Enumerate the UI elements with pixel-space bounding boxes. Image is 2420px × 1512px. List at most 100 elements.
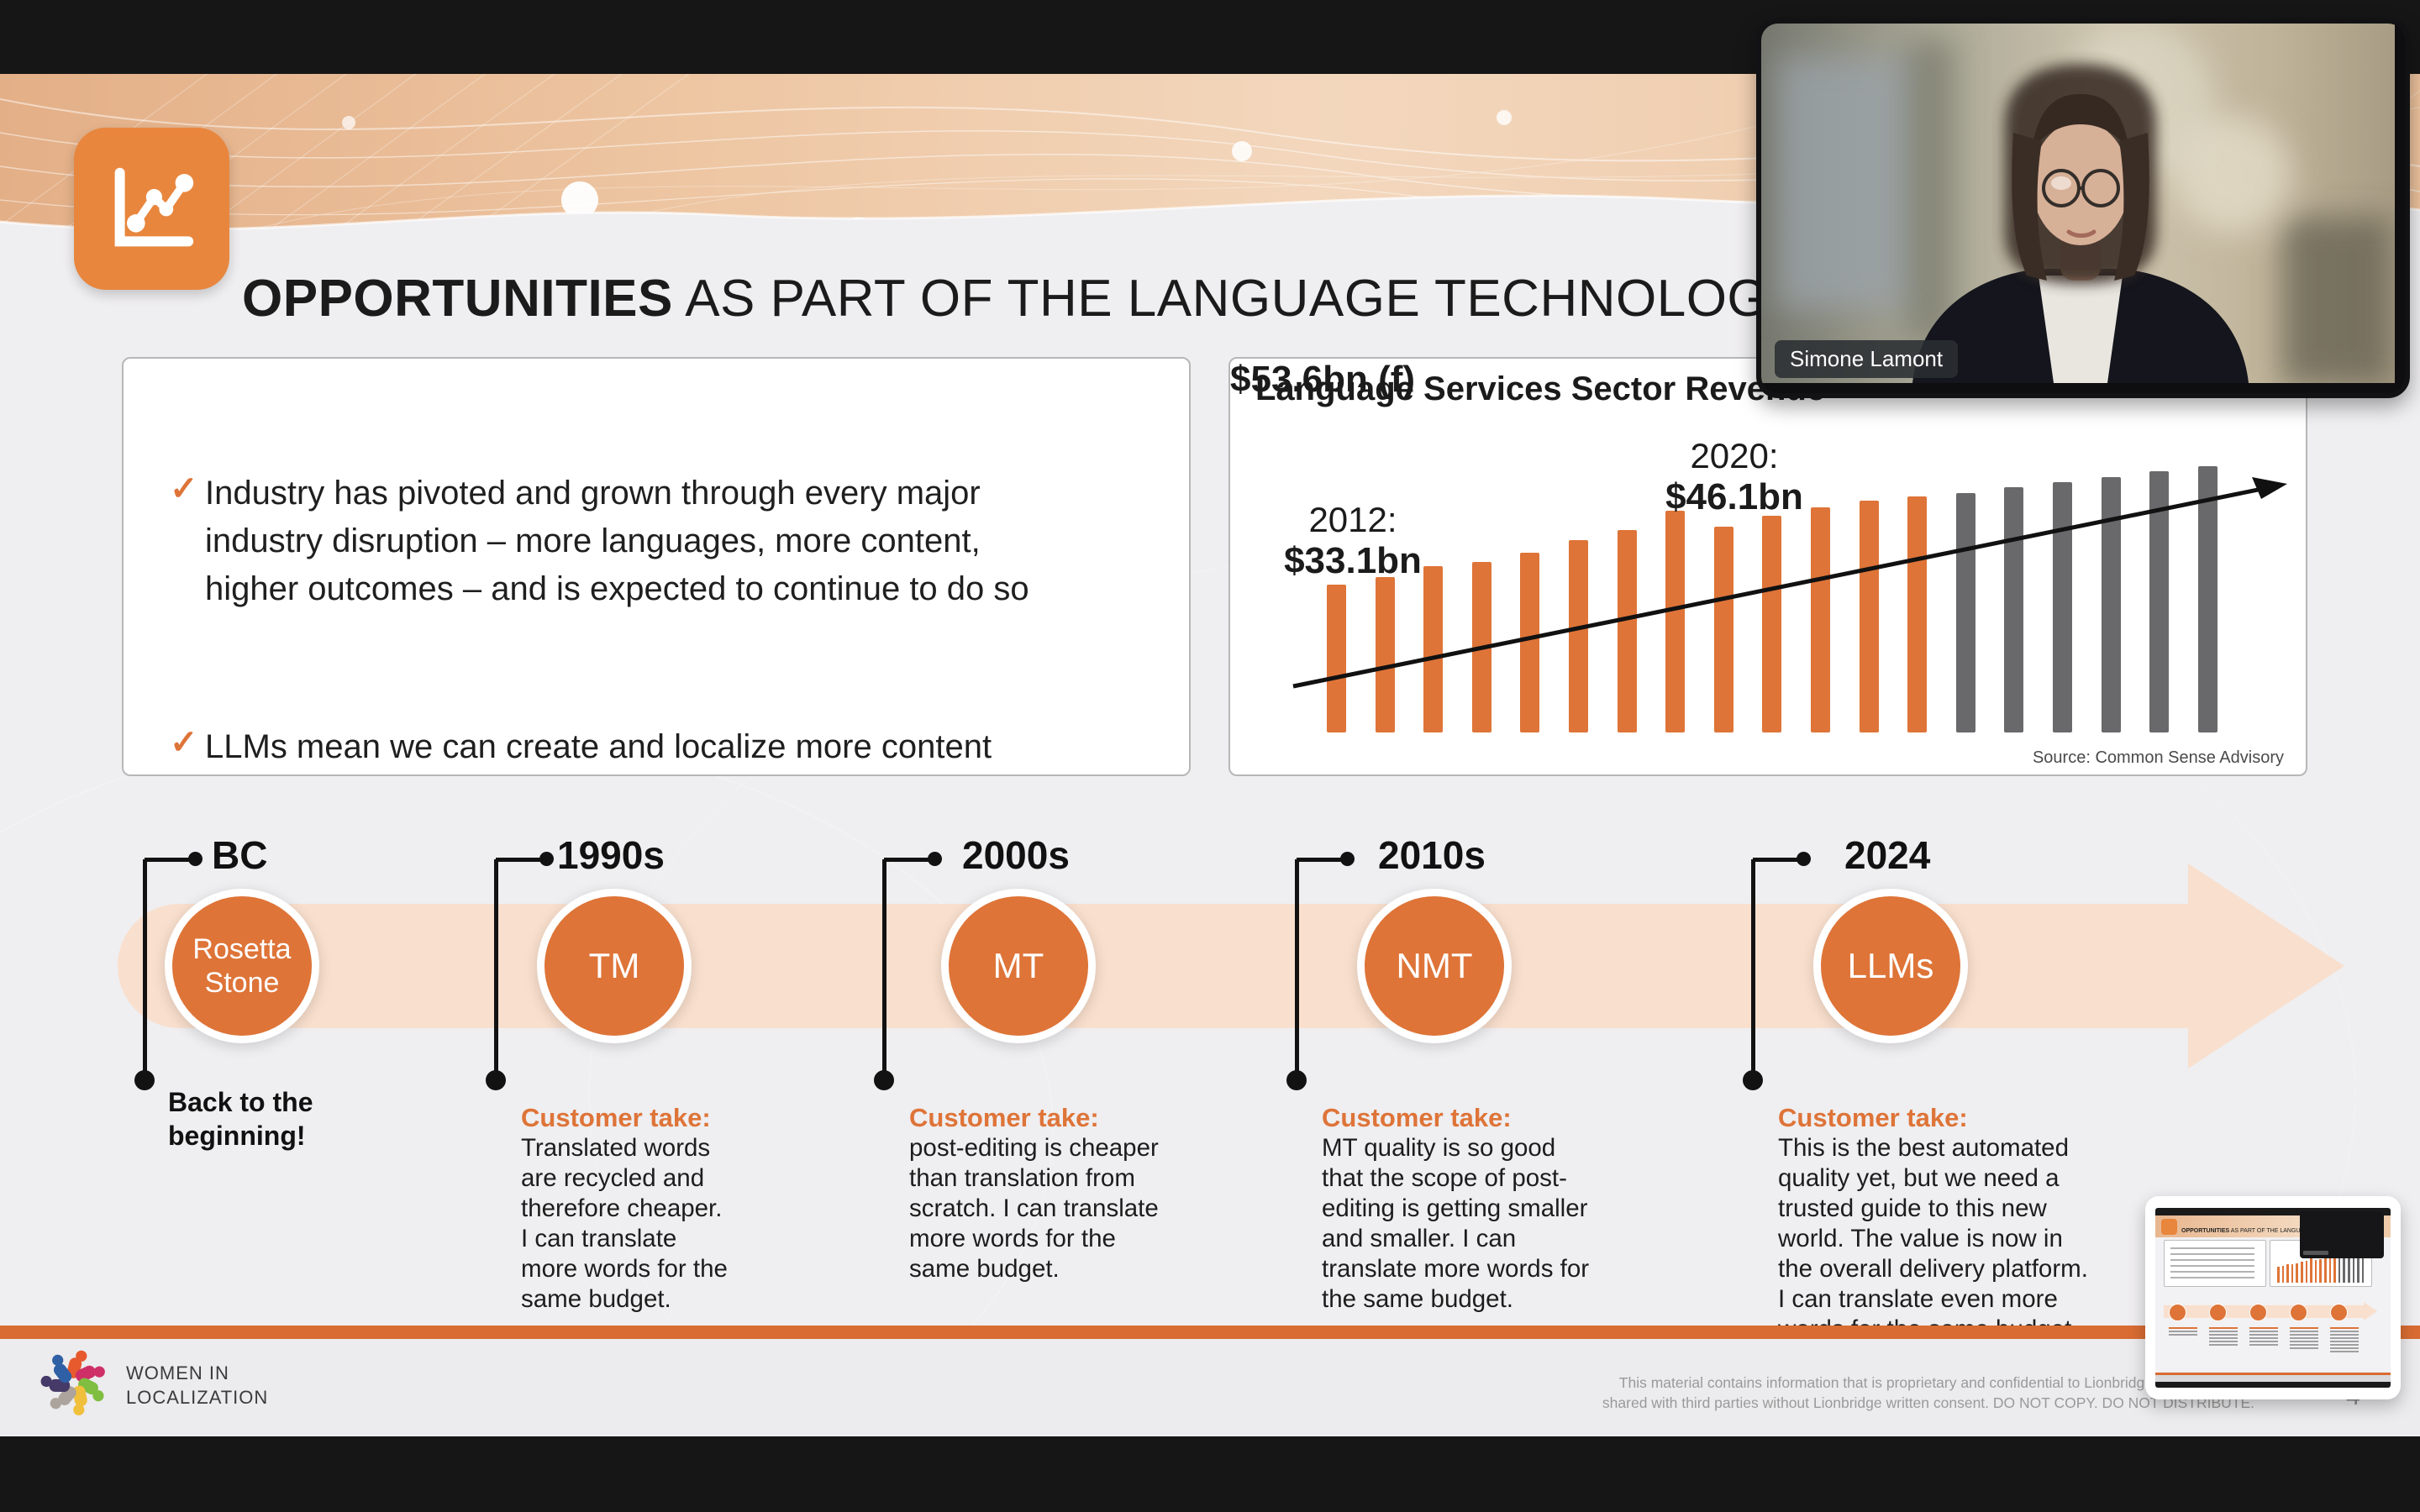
timeline-year-label: 1990s	[557, 833, 665, 877]
bar-actual	[2296, 1263, 2298, 1283]
thumbnail-era-circle	[2209, 1304, 2227, 1321]
bar-actual	[2286, 1264, 2289, 1283]
participant-name-label: Simone Lamont	[1775, 340, 1959, 378]
page-title-rest: AS PART OF THE LANGUAGE TECHNOLOGY	[672, 270, 1804, 328]
bar-forecast	[2197, 465, 2217, 732]
page-title-emphasis: OPPORTUNITIES	[242, 270, 673, 328]
bar-actual	[1423, 566, 1444, 732]
timeline-dot-large	[486, 1070, 506, 1090]
timeline-dot-large	[874, 1070, 894, 1090]
thumbnail-title: OPPORTUNITIES AS PART OF THE LANGUAGE TE…	[2181, 1228, 2341, 1234]
timeline-dot-small	[539, 852, 554, 866]
timeline-bracket-line	[143, 859, 147, 1079]
bar-actual	[2301, 1261, 2303, 1283]
timeline-description: Customer take: This is the best automated…	[1778, 1103, 2088, 1343]
timeline-dot-small	[1797, 852, 1811, 866]
bar-actual	[1762, 515, 1782, 732]
annotation-2012: 2012: $33.1bn	[1269, 500, 1437, 582]
bar-forecast	[2343, 1256, 2345, 1283]
bar-forecast	[2101, 476, 2121, 732]
timeline-description: Back to the beginning!	[168, 1087, 313, 1151]
bar-forecast	[2348, 1255, 2350, 1283]
bar-actual	[2319, 1258, 2322, 1283]
timeline-bracket-line	[496, 858, 543, 862]
timeline-bracket-line	[494, 859, 498, 1079]
annotation-forecast: $53.6bn (f)	[1230, 359, 1416, 400]
thumbnail-top-bar	[2155, 1208, 2391, 1215]
footer: WOMEN IN LOCALIZATION This material cont…	[0, 1339, 2420, 1436]
bar-forecast	[2352, 1254, 2355, 1283]
timeline-dot-small	[1340, 852, 1355, 866]
bar-actual	[2314, 1260, 2317, 1283]
chart-title: Language Services Sector Revenue	[1255, 370, 1826, 407]
bar-actual	[1520, 552, 1540, 732]
brand-line: WOMEN IN	[126, 1362, 229, 1383]
bullet-text: Industry has pivoted and grown through e…	[205, 475, 1029, 607]
bottom-letterbox-bar	[0, 1436, 2420, 1512]
timeline-year-label: 2024	[1844, 833, 1931, 877]
thumbnail-era-circle	[2169, 1304, 2186, 1321]
customer-take-heading: Customer take:	[521, 1103, 711, 1132]
chart-source: Source: Common Sense Advisory	[2032, 748, 2284, 767]
thumbnail-slide: OPPORTUNITIES AS PART OF THE LANGUAGE TE…	[2155, 1208, 2391, 1388]
thumbnail-take-lines	[2249, 1327, 2278, 1347]
timeline-arrowhead	[2188, 864, 2344, 1068]
timeline-era-circle: LLMs	[1813, 889, 1968, 1043]
bar-actual	[2324, 1257, 2327, 1283]
thumbnail-era-circle	[2249, 1304, 2267, 1321]
bar-forecast	[2361, 1253, 2365, 1283]
customer-take-heading: Customer take:	[1778, 1103, 1968, 1132]
timeline-bracket-line	[1297, 858, 1344, 862]
webcam-video-tile[interactable]: Simone Lamont	[1756, 18, 2410, 398]
slide-thumbnail-pip[interactable]: OPPORTUNITIES AS PART OF THE LANGUAGE TE…	[2145, 1196, 2401, 1399]
timeline-bracket-line	[882, 859, 886, 1079]
brand-line: LOCALIZATION	[126, 1387, 269, 1408]
timeline-bracket-line	[1295, 859, 1299, 1079]
bar-actual	[2281, 1265, 2285, 1283]
bar-actual	[1471, 561, 1491, 732]
thumbnail-bars	[2275, 1249, 2366, 1283]
bar-forecast	[1955, 492, 1975, 732]
annotation-value: $46.1bn	[1665, 476, 1803, 517]
thumbnail-bullets-box	[2164, 1240, 2266, 1287]
thumbnail-take-lines	[2330, 1327, 2359, 1354]
bar-actual	[1617, 530, 1637, 732]
timeline-era-circle: MT	[941, 889, 1096, 1043]
thumbnail-timeline-arrowhead	[2364, 1302, 2377, 1320]
women-in-localization-logo	[40, 1350, 105, 1415]
line-chart-icon	[114, 167, 193, 246]
thumbnail-take-lines	[2209, 1327, 2238, 1347]
timeline-year-label: 2010s	[1378, 833, 1486, 877]
bar-actual	[1569, 539, 1588, 732]
thumbnail-text-lines	[2170, 1247, 2254, 1279]
timeline-description: Customer take: Translated words are recycl…	[521, 1103, 728, 1313]
key-points-panel: ✓ Industry has pivoted and grown through…	[122, 357, 1191, 776]
person-silhouette	[1912, 64, 2249, 383]
bar-actual	[2291, 1263, 2294, 1283]
chart-app-logo	[74, 128, 229, 290]
timeline-description: Customer take: MT quality is so good that …	[1322, 1103, 1590, 1313]
timeline-bracket-line	[1753, 858, 1800, 862]
bar-forecast	[2357, 1254, 2360, 1283]
annotation-year: 2020:	[1690, 436, 1779, 475]
customer-take-heading: Customer take:	[1322, 1103, 1512, 1132]
thumbnail-footer	[2155, 1375, 2391, 1382]
customer-take-heading: Customer take:	[909, 1103, 1099, 1132]
checkmark-icon: ✓	[170, 470, 198, 507]
timeline-dot-large	[1743, 1070, 1763, 1090]
thumbnail-logo	[2161, 1219, 2177, 1235]
thumbnail-webcam-box	[2300, 1211, 2384, 1258]
bar-actual	[2310, 1258, 2312, 1283]
disclaimer-line: This material contains information that …	[1618, 1374, 2238, 1391]
confidentiality-disclaimer: This material contains information that …	[1550, 1373, 2307, 1413]
bullet-item: ✓ LLMs mean we can create and localize m…	[170, 723, 992, 771]
timeline-description: Customer take: post-editing is cheaper tha…	[909, 1103, 1159, 1283]
annotation-2020: 2020: $46.1bn	[1650, 436, 1818, 518]
bar-actual	[1665, 511, 1686, 732]
bar-actual	[1375, 576, 1395, 732]
timeline-dot-small	[928, 852, 942, 866]
annotation-value: $33.1bn	[1284, 540, 1422, 581]
footer-divider	[0, 1326, 2420, 1339]
bullet-item: ✓ Industry has pivoted and grown through…	[170, 470, 1029, 613]
